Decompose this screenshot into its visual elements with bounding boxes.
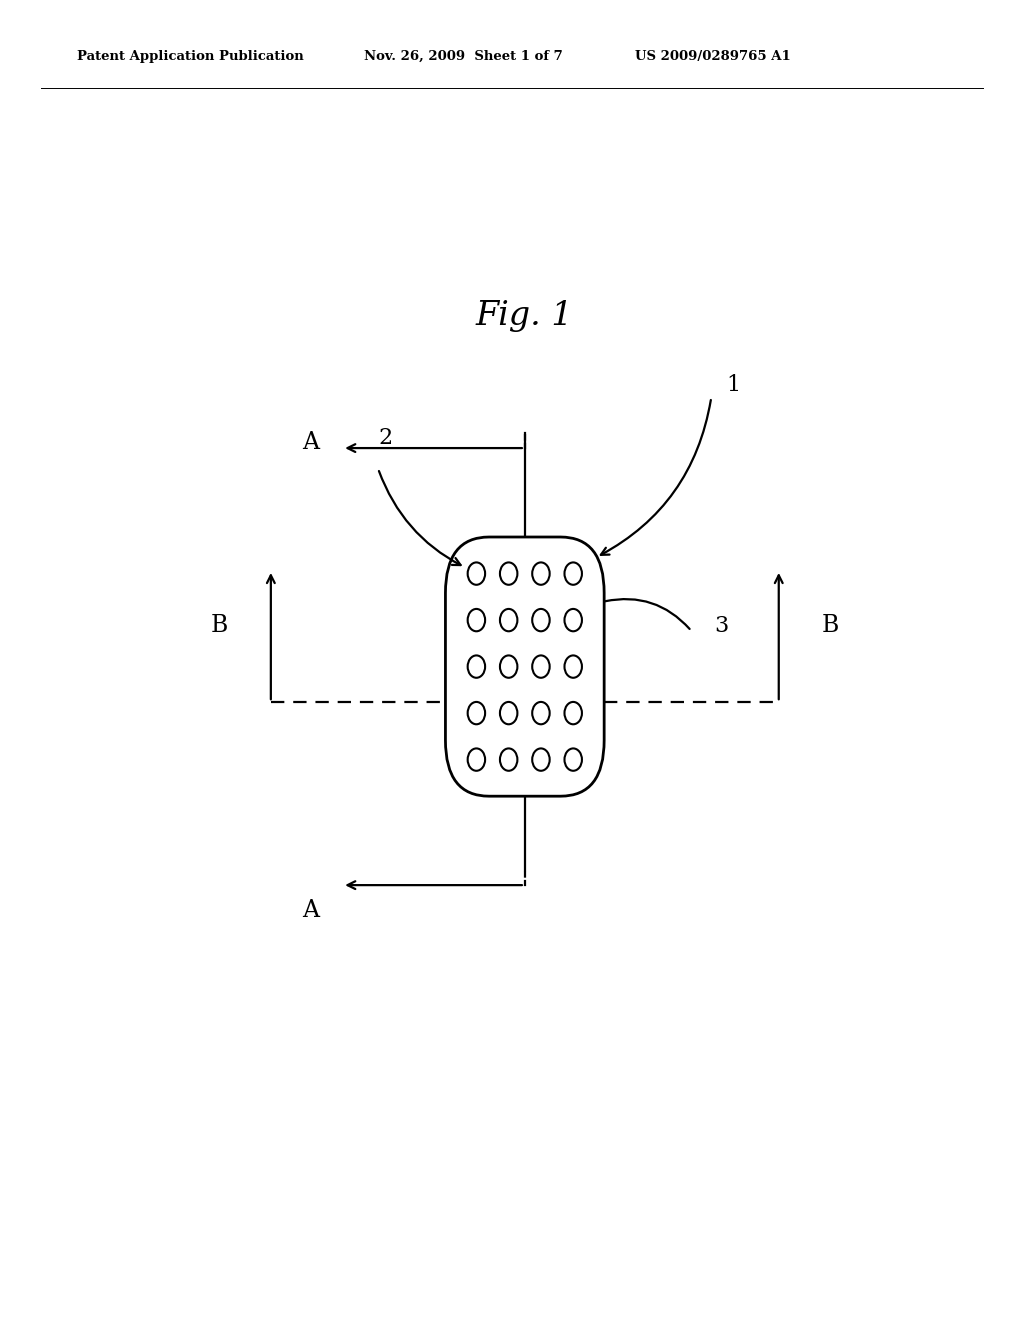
Text: A: A — [302, 432, 319, 454]
Text: 2: 2 — [379, 426, 393, 449]
Text: Fig. 1: Fig. 1 — [476, 300, 573, 331]
Text: US 2009/0289765 A1: US 2009/0289765 A1 — [635, 50, 791, 63]
FancyBboxPatch shape — [445, 537, 604, 796]
Text: Nov. 26, 2009  Sheet 1 of 7: Nov. 26, 2009 Sheet 1 of 7 — [364, 50, 562, 63]
Text: 1: 1 — [726, 374, 740, 396]
Text: 3: 3 — [715, 615, 729, 638]
Text: B: B — [821, 614, 839, 638]
Text: Patent Application Publication: Patent Application Publication — [77, 50, 303, 63]
Text: A: A — [302, 899, 319, 923]
Text: B: B — [211, 614, 228, 638]
